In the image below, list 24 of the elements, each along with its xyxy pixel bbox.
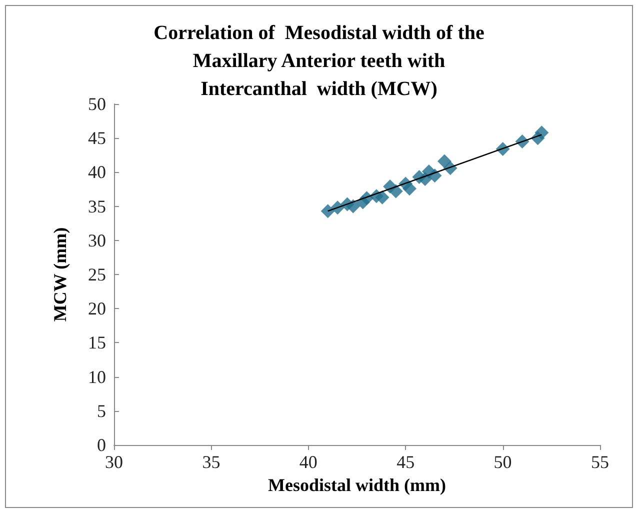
y-tick-label: 20 [88,298,106,319]
y-tick-label: 35 [88,196,106,216]
x-tick-label: 50 [494,452,512,472]
point [375,190,390,204]
y-tick-label: 30 [88,230,106,250]
y-tick-label: 0 [97,435,106,455]
point [402,182,416,196]
point [388,184,403,198]
y-tick-label: 50 [88,94,106,114]
y-tick-label: 40 [88,162,106,182]
y-tick-label: 25 [88,264,106,284]
point [346,199,360,214]
y-tick-label: 45 [88,128,106,148]
y-tick-label: 5 [97,400,106,421]
x-tick-label: 45 [396,452,415,472]
x-tick-label: 55 [591,452,609,472]
x-axis-title: Mesodistal width (mm) [268,474,446,495]
point [534,126,549,140]
y-tick-label: 10 [88,366,106,387]
y-axis-title: MCW (mm) [50,227,70,322]
chart-title: Correlation of Mesodistal width of the Maxillary Anterior teeth with Intercanthal width (MCW) [154,22,484,100]
x-tick-label: 40 [299,452,318,472]
y-tick-label: 15 [88,332,106,353]
x-tick-label: 35 [202,452,220,472]
